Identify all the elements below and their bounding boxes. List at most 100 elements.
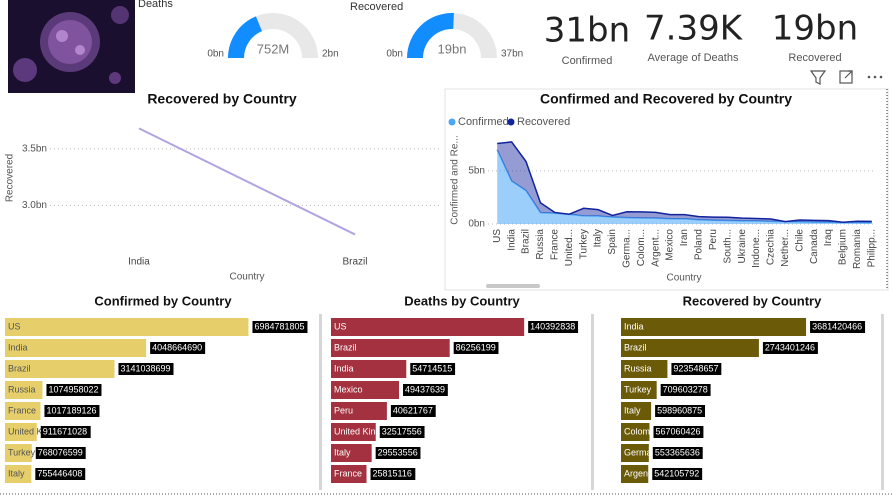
bar-category-label: Peru <box>334 405 353 415</box>
legend-marker <box>507 118 515 126</box>
chart-title: Recovered by Country <box>147 91 297 107</box>
data-label-background <box>652 468 703 480</box>
data-label: 25815116 <box>373 468 412 478</box>
kpi-value: 19bn <box>772 9 858 49</box>
data-label: 6984781805 <box>254 321 304 331</box>
x-axis-label: Country <box>229 272 264 283</box>
vertical-scrollbar[interactable] <box>319 314 322 490</box>
area-panel-border <box>444 88 889 291</box>
data-label: 911671028 <box>43 426 87 436</box>
data-label: 923548657 <box>673 363 718 373</box>
data-label-background <box>671 363 722 375</box>
bar <box>5 423 37 441</box>
gauge-value: 19bn <box>438 41 467 56</box>
bar <box>621 339 759 357</box>
data-label: 3681420466 <box>812 321 862 331</box>
gauge-range-label: 0bn <box>386 49 403 60</box>
horizontal-scrollbar[interactable] <box>486 284 540 288</box>
y-axis-label: Confirmed and Re... <box>450 135 461 225</box>
x-tick-label: Poland <box>694 229 705 260</box>
x-tick-label: United... <box>564 229 575 266</box>
x-tick-label: Romania <box>852 229 863 269</box>
bar-category-label: Italy <box>624 405 641 415</box>
x-tick-label: Iran <box>679 229 690 246</box>
bar-category-label: Italy <box>334 447 351 457</box>
bar <box>621 381 657 399</box>
filter-icon[interactable] <box>809 70 827 85</box>
vertical-scrollbar[interactable] <box>881 314 884 490</box>
data-label: 567060426 <box>656 426 701 436</box>
data-label-background <box>528 321 579 333</box>
x-axis-label: Country <box>666 273 701 284</box>
data-label: 755446408 <box>37 468 82 478</box>
data-label-background <box>660 384 711 396</box>
y-tick-label: 0bn <box>468 219 485 230</box>
y-tick-label: 3.5bn <box>22 144 47 155</box>
x-tick-label: Brazil <box>521 229 532 254</box>
data-label-background <box>252 321 308 333</box>
x-tick-label: Mexico <box>665 229 676 261</box>
data-label: 40621767 <box>393 405 433 415</box>
gauge-fill <box>228 16 262 58</box>
bar-category-label: India <box>624 321 644 331</box>
y-tick-label: 5bn <box>468 166 485 177</box>
x-tick-label: Philipp... <box>866 229 877 267</box>
kpi-value: 7.39K <box>644 9 744 49</box>
data-label-background <box>453 342 499 354</box>
data-label-background <box>35 468 86 480</box>
data-label-background <box>653 426 704 438</box>
bar-category-label: Italy <box>8 468 25 478</box>
bar-category-label: Brazil <box>8 363 31 373</box>
x-tick-label: Ukraine <box>737 229 748 264</box>
data-label: 542105792 <box>654 468 699 478</box>
bar <box>331 402 387 420</box>
bar <box>5 402 41 420</box>
x-tick-label: Nether... <box>780 229 791 267</box>
x-tick-label: Belgium <box>838 229 849 265</box>
kpi-label: Recovered <box>788 52 841 64</box>
gauge-range-label: 2bn <box>322 49 339 60</box>
bar-category-label: France <box>334 468 362 478</box>
data-label: 553365636 <box>655 447 700 457</box>
data-label-background <box>390 405 436 417</box>
bar-category-label: India <box>334 363 354 373</box>
data-label-background <box>118 363 174 375</box>
bar <box>331 423 376 441</box>
gauge-value: 752M <box>257 41 290 56</box>
bar-category-label: Brazil <box>334 342 357 352</box>
data-label: 32517556 <box>382 426 422 436</box>
x-tick-label: Germa... <box>622 229 633 268</box>
bar-category-label: Russia <box>8 384 36 394</box>
data-label-background <box>652 447 703 459</box>
x-tick-label: Colom... <box>636 229 647 266</box>
kpi-label: Average of Deaths <box>648 52 739 64</box>
bar <box>5 318 249 336</box>
area-fill <box>497 149 872 224</box>
bar-category-label: Germa <box>624 447 652 457</box>
x-tick-label: Turkey <box>578 229 589 259</box>
gauge-title: Recovered <box>350 1 403 13</box>
bar <box>621 402 652 420</box>
virus-image <box>8 0 135 93</box>
bar <box>5 381 43 399</box>
bar-category-label: Turkey <box>624 384 652 394</box>
data-label: 1017189126 <box>46 405 96 415</box>
legend-marker <box>448 118 456 126</box>
data-label-background <box>46 384 102 396</box>
bar <box>621 444 649 462</box>
vertical-scrollbar[interactable] <box>591 314 594 490</box>
x-tick-label: Czechia <box>766 229 777 266</box>
more-options-icon[interactable] <box>867 75 883 79</box>
x-tick-label: Italy <box>593 229 604 247</box>
legend-label: Confirmed <box>458 116 509 128</box>
bar <box>5 444 32 462</box>
data-label: 140392838 <box>530 321 575 331</box>
data-label: 1074958022 <box>48 384 98 394</box>
bar <box>331 360 407 378</box>
focus-mode-icon[interactable] <box>839 70 853 84</box>
data-label: 768076599 <box>38 447 83 457</box>
bar-category-label: United Kingdom <box>8 426 72 436</box>
data-label: 2743401246 <box>765 342 815 352</box>
